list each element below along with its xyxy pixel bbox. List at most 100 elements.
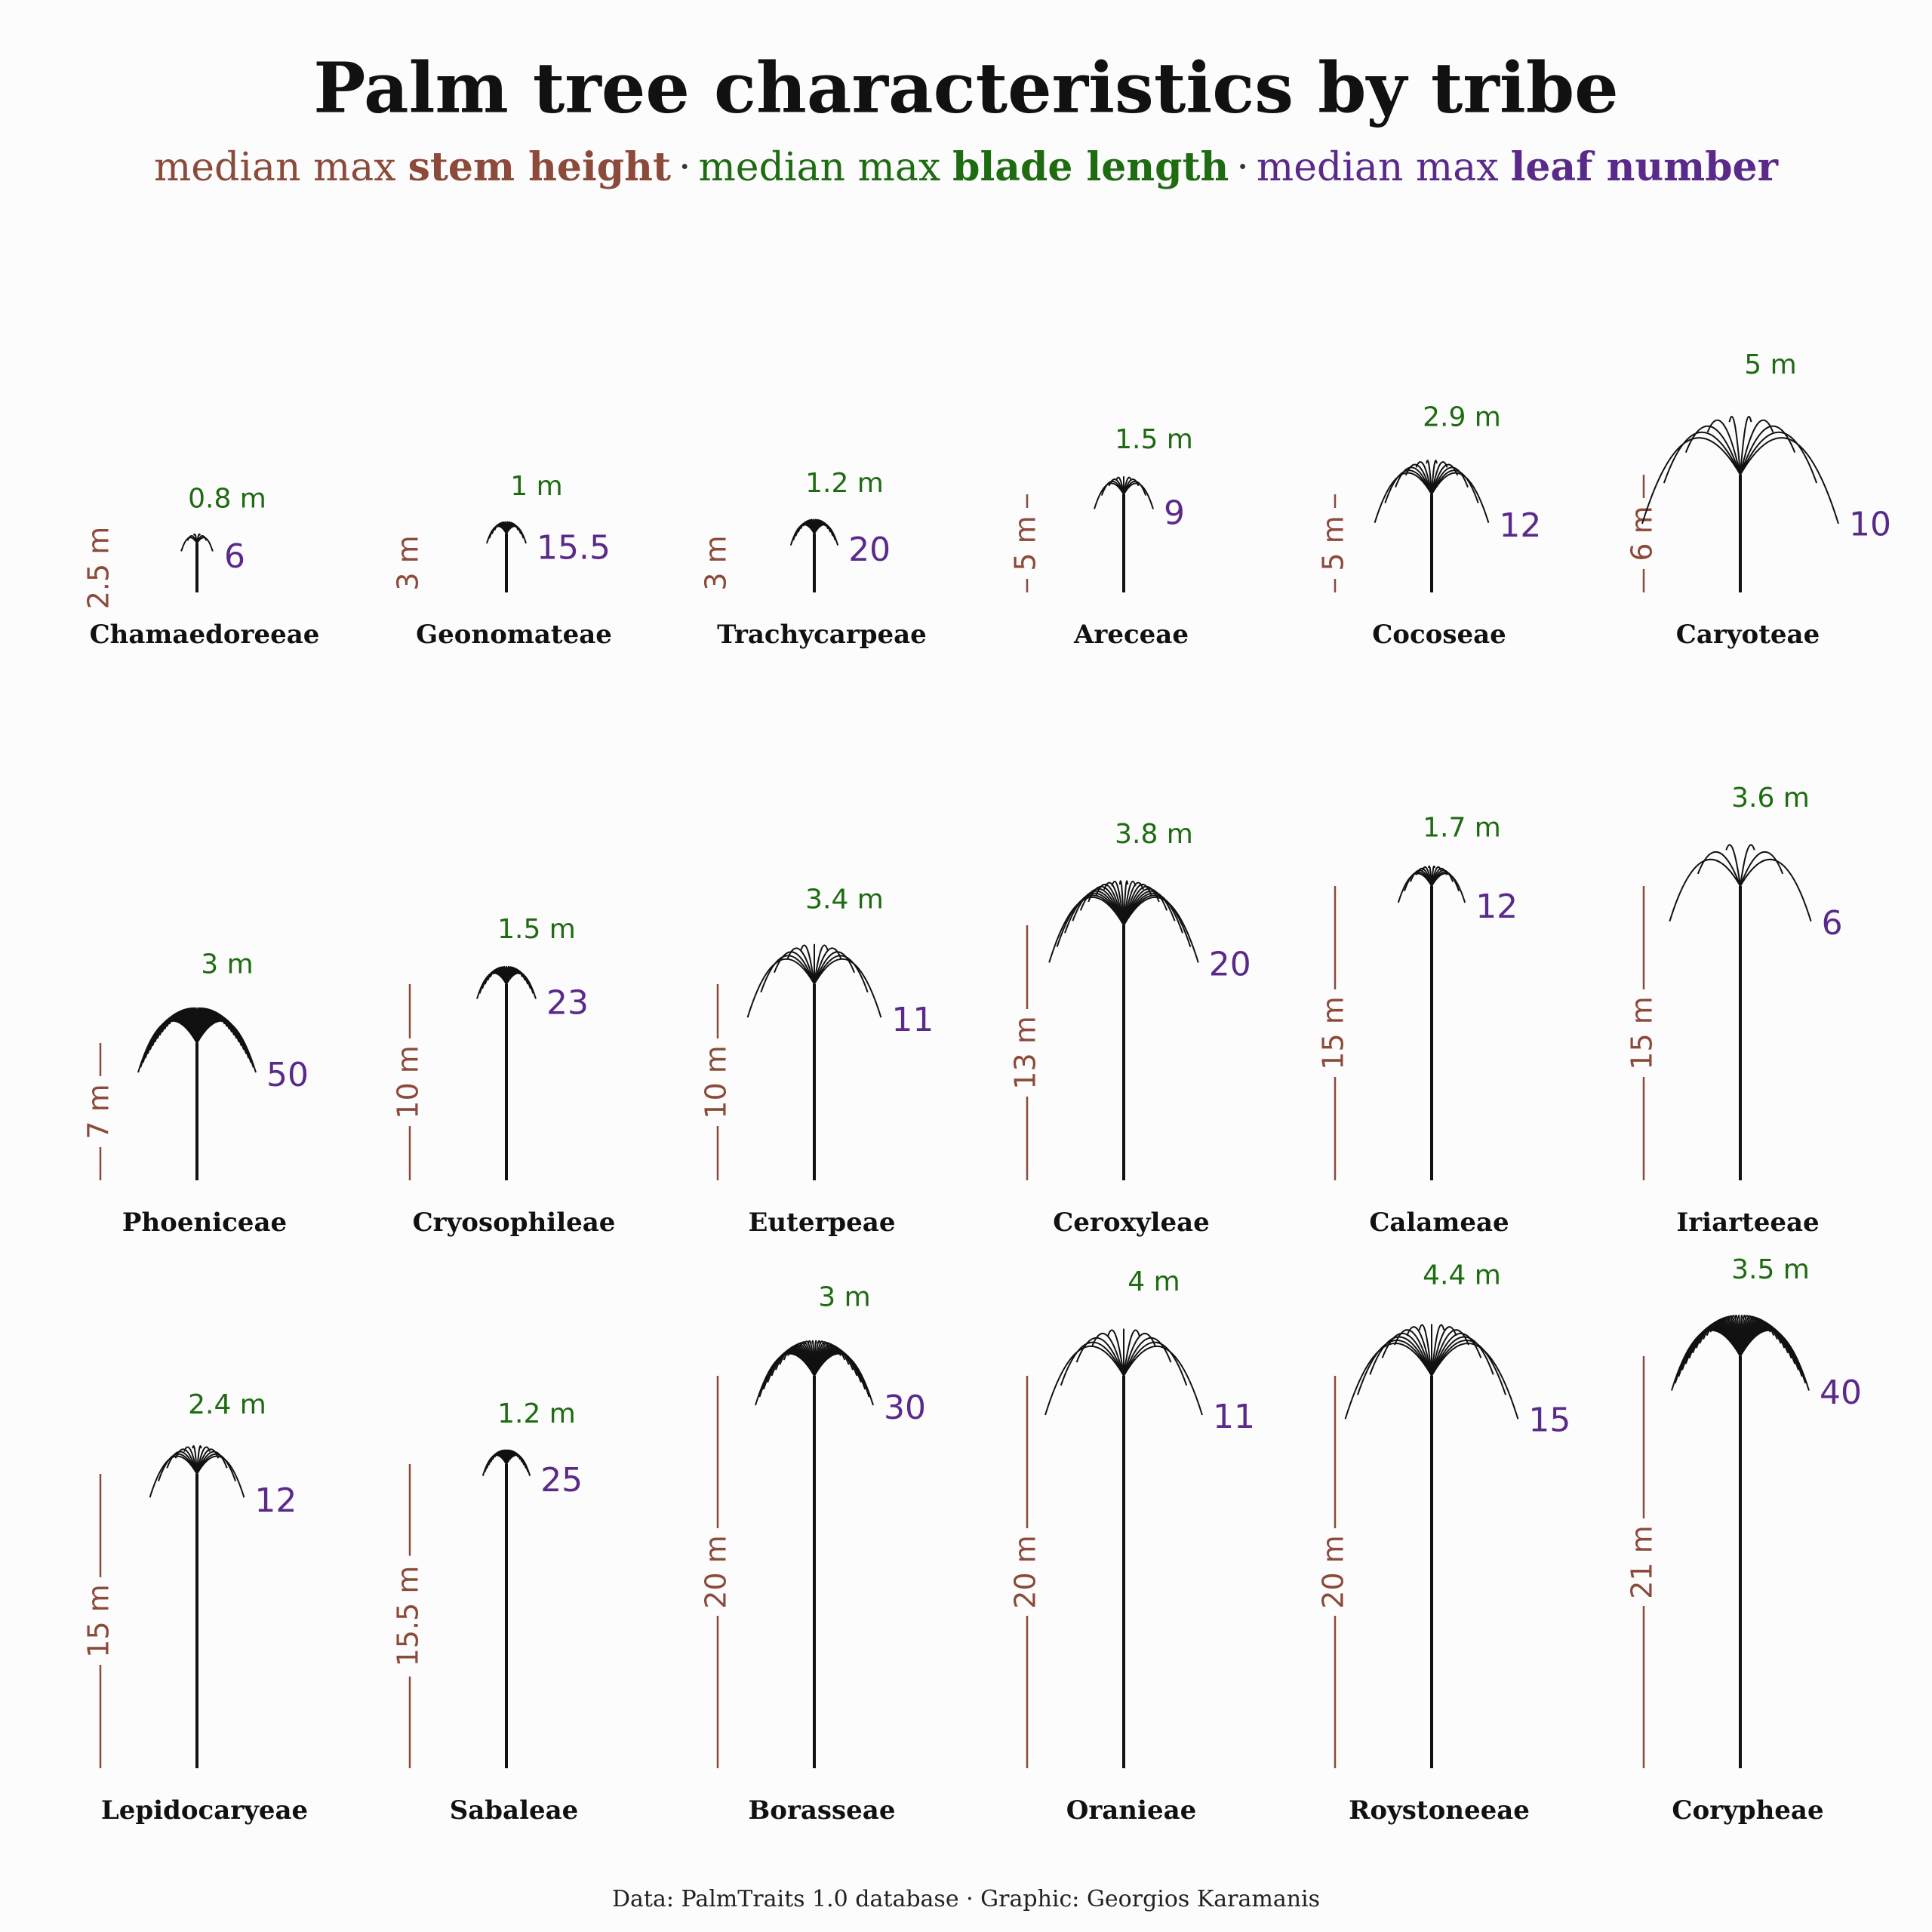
leaf <box>1091 1332 1124 1377</box>
subtitle-prefix: median max <box>699 145 941 190</box>
leaf <box>1394 1329 1432 1377</box>
leaf <box>814 1352 874 1406</box>
leaf <box>1123 1341 1188 1386</box>
blade-label: 3.6 m <box>1731 783 1810 814</box>
tribe-label: Calameae <box>1369 1208 1509 1238</box>
leaf <box>800 944 815 985</box>
legend-entry: leaf number <box>1511 144 1779 190</box>
blade-label: 3 m <box>818 1282 870 1313</box>
leaf <box>1706 419 1741 475</box>
blade-label: 3.8 m <box>1115 819 1193 850</box>
tribe-label: Borasseae <box>749 1795 896 1826</box>
leaf <box>1103 881 1124 926</box>
leaf <box>1641 437 1741 525</box>
leaf <box>1344 1343 1432 1420</box>
leaf <box>174 1448 198 1475</box>
leaf <box>1431 472 1490 523</box>
crown <box>137 1007 257 1073</box>
leaf-number-label: 6 <box>1822 904 1843 943</box>
crown <box>789 518 839 546</box>
separator: · <box>1236 145 1249 190</box>
tribe-label: Corypheae <box>1672 1795 1823 1826</box>
blade-label: 1.2 m <box>805 468 884 499</box>
leaf <box>1123 881 1144 926</box>
leaf <box>196 537 214 552</box>
leaf <box>1740 425 1796 475</box>
crown <box>746 943 882 1018</box>
leaf <box>1123 1332 1156 1377</box>
blade-label: 3 m <box>201 949 253 980</box>
leaf <box>1123 880 1129 926</box>
leaf <box>774 951 815 985</box>
blade-label: 2.9 m <box>1423 402 1501 433</box>
height-label: 3 m <box>700 535 733 590</box>
leaf <box>1740 1330 1810 1391</box>
chart-title: Palm tree characteristics by tribe <box>313 48 1618 129</box>
leaf <box>786 947 815 985</box>
height-label: 5 m <box>1009 515 1042 571</box>
tribe-label: Cocoseae <box>1372 620 1506 650</box>
leaf <box>1431 1340 1507 1395</box>
height-label: 7 m <box>82 1084 115 1139</box>
leaf-number-label: 23 <box>546 984 589 1023</box>
separator: · <box>678 145 691 190</box>
crown <box>1669 844 1812 922</box>
leaf <box>1431 469 1479 503</box>
leaf <box>506 525 527 544</box>
crown <box>180 533 214 552</box>
leaf <box>1431 1332 1482 1377</box>
leaf <box>1123 1329 1140 1377</box>
tribe-label: Lepidocaryeae <box>101 1795 308 1826</box>
leaf-number-label: 11 <box>891 1001 934 1039</box>
leaf <box>1123 1345 1203 1416</box>
leaf-number-label: 12 <box>1499 506 1541 545</box>
leaf <box>1431 1324 1445 1377</box>
crown <box>755 1340 874 1406</box>
leaf <box>1123 482 1154 509</box>
leaf <box>506 1454 531 1476</box>
leaf <box>166 1451 198 1475</box>
leaf-number-label: 40 <box>1820 1374 1862 1412</box>
leaf-number-label: 30 <box>884 1389 926 1427</box>
leaf <box>814 958 882 1018</box>
leaf <box>1740 858 1812 922</box>
blade-label: 5 m <box>1744 349 1796 380</box>
tribe-label: Phoeniceae <box>122 1208 287 1238</box>
crown <box>1374 460 1490 523</box>
tribe-label: Caryoteae <box>1676 620 1820 650</box>
leaf-number-label: 50 <box>266 1056 309 1094</box>
leaf <box>1431 872 1466 903</box>
leaf <box>1431 1336 1494 1377</box>
height-label: 15 m <box>1626 996 1659 1069</box>
leaf <box>1111 881 1124 926</box>
leaf <box>1406 1326 1432 1377</box>
legend-entry: blade length <box>952 144 1229 190</box>
crown <box>1397 865 1466 903</box>
leaf <box>1740 419 1774 475</box>
crown <box>1671 1314 1810 1391</box>
height-label: 15 m <box>1317 996 1350 1069</box>
crown <box>486 521 527 544</box>
crown <box>1641 416 1839 525</box>
blade-label: 0.8 m <box>188 483 266 514</box>
tribe-label: Euterpeae <box>749 1208 896 1238</box>
leaf-number-label: 15.5 <box>537 529 611 568</box>
leaf <box>1663 431 1741 484</box>
tribe-label: Oranieae <box>1066 1795 1197 1826</box>
blade-label: 1 m <box>510 471 562 502</box>
blade-label: 4.4 m <box>1423 1260 1501 1291</box>
leaf-number-label: 15 <box>1528 1401 1571 1439</box>
leaf <box>1740 844 1755 887</box>
leaf <box>196 1020 257 1073</box>
tribe-label: Chamaedoreeae <box>90 620 320 650</box>
tribe-label: Roystoneeae <box>1349 1795 1530 1826</box>
leaf <box>196 1455 245 1498</box>
crown <box>1094 475 1154 509</box>
crown <box>149 1445 245 1498</box>
blade-label: 4 m <box>1128 1266 1180 1297</box>
leaf-number-label: 20 <box>848 531 891 569</box>
leaf <box>1079 888 1124 926</box>
caption: Data: PalmTraits 1.0 database · Graphic:… <box>612 1886 1320 1912</box>
